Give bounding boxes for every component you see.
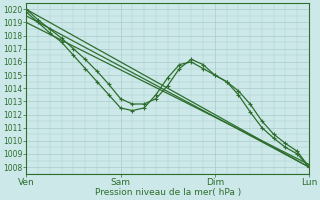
X-axis label: Pression niveau de la mer( hPa ): Pression niveau de la mer( hPa ) <box>94 188 241 197</box>
